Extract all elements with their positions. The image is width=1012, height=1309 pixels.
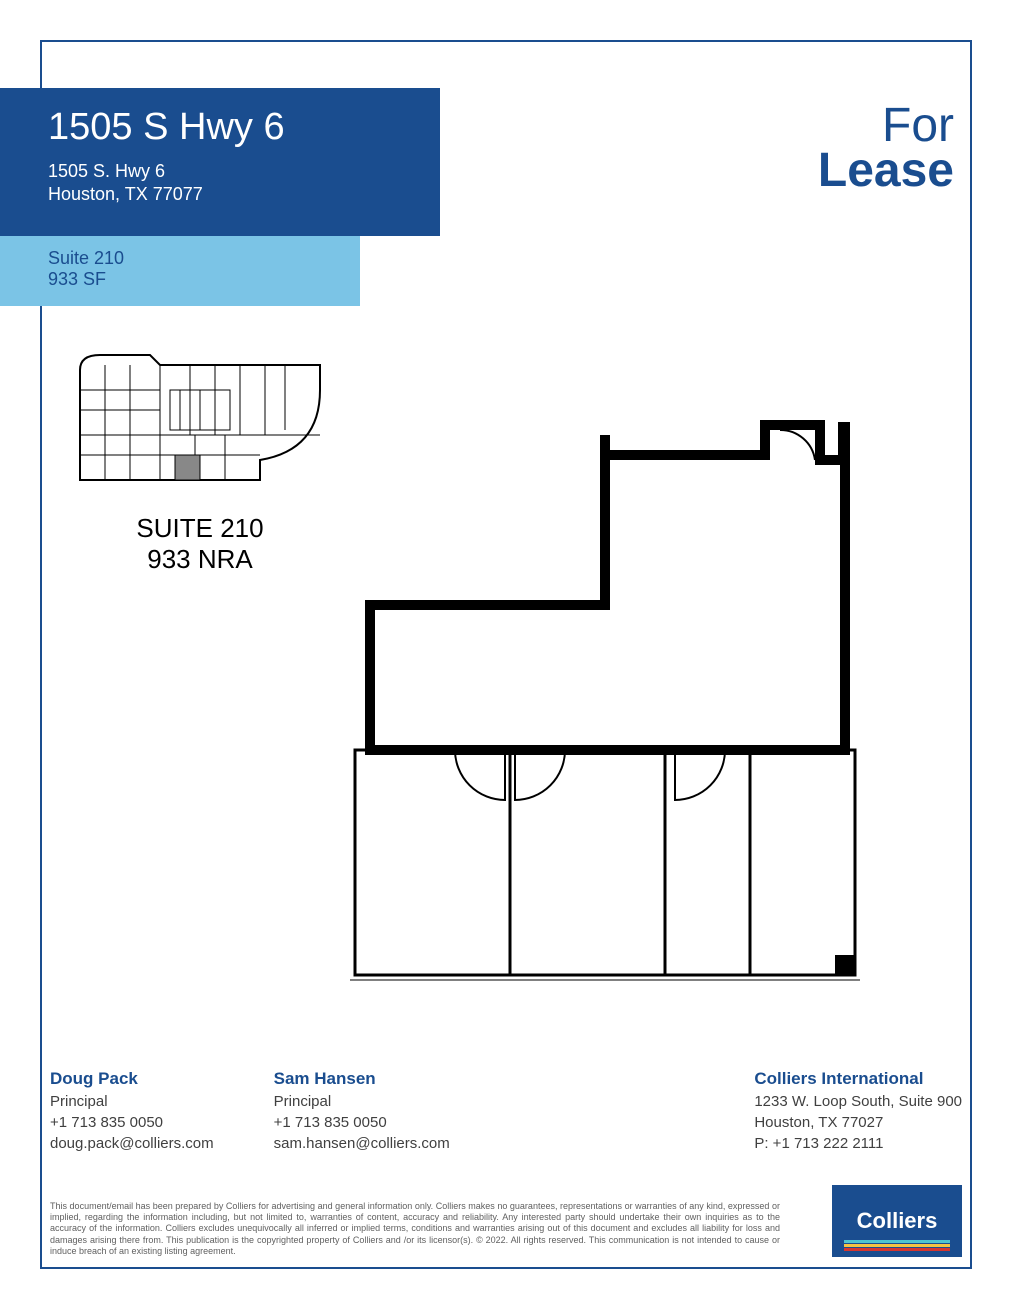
logo-stripes-icon [844, 1239, 950, 1249]
floorplan-label-suite: SUITE 210 [60, 513, 340, 544]
floorplan-label-nra: 933 NRA [60, 544, 340, 575]
suite-floorplan-icon [350, 400, 950, 990]
listing-type-label: Lease [818, 143, 954, 198]
colliers-logo: Colliers [832, 1185, 962, 1257]
disclaimer-text: This document/email has been prepared by… [50, 1201, 780, 1257]
floorplan-thumbnail: SUITE 210 933 NRA [60, 340, 340, 575]
contact-2-name: Sam Hansen [274, 1069, 450, 1089]
company-address-2: Houston, TX 77027 [754, 1112, 962, 1133]
property-address-line-2: Houston, TX 77077 [48, 184, 400, 205]
contact-1-email: doug.pack@colliers.com [50, 1133, 214, 1154]
suite-floorplan [350, 400, 950, 990]
contacts-row: Doug Pack Principal +1 713 835 0050 doug… [50, 1069, 962, 1154]
contact-1: Doug Pack Principal +1 713 835 0050 doug… [50, 1069, 214, 1154]
company-address-1: 1233 W. Loop South, Suite 900 [754, 1091, 962, 1112]
contact-2-phone: +1 713 835 0050 [274, 1112, 450, 1133]
logo-stripe-cyan [844, 1240, 950, 1243]
contact-1-phone: +1 713 835 0050 [50, 1112, 214, 1133]
suite-name: Suite 210 [48, 248, 320, 269]
building-outline-icon [60, 340, 340, 500]
contact-2: Sam Hansen Principal +1 713 835 0050 sam… [274, 1069, 450, 1154]
contact-2-email: sam.hansen@colliers.com [274, 1133, 450, 1154]
listing-type: For Lease [818, 98, 954, 198]
contact-2-title: Principal [274, 1091, 450, 1112]
company-name: Colliers International [754, 1069, 962, 1089]
logo-text: Colliers [832, 1208, 962, 1234]
logo-stripe-red [844, 1248, 950, 1251]
contact-1-title: Principal [50, 1091, 214, 1112]
property-address-line-1: 1505 S. Hwy 6 [48, 161, 400, 182]
suite-sf: 933 SF [48, 269, 320, 290]
company-contact: Colliers International 1233 W. Loop Sout… [754, 1069, 962, 1154]
contact-1-name: Doug Pack [50, 1069, 214, 1089]
property-header: 1505 S Hwy 6 1505 S. Hwy 6 Houston, TX 7… [0, 88, 440, 236]
logo-stripe-yellow [844, 1244, 950, 1247]
company-phone: P: +1 713 222 2111 [754, 1133, 962, 1154]
property-title: 1505 S Hwy 6 [48, 106, 400, 149]
suite-info-block: Suite 210 933 SF [0, 236, 360, 306]
